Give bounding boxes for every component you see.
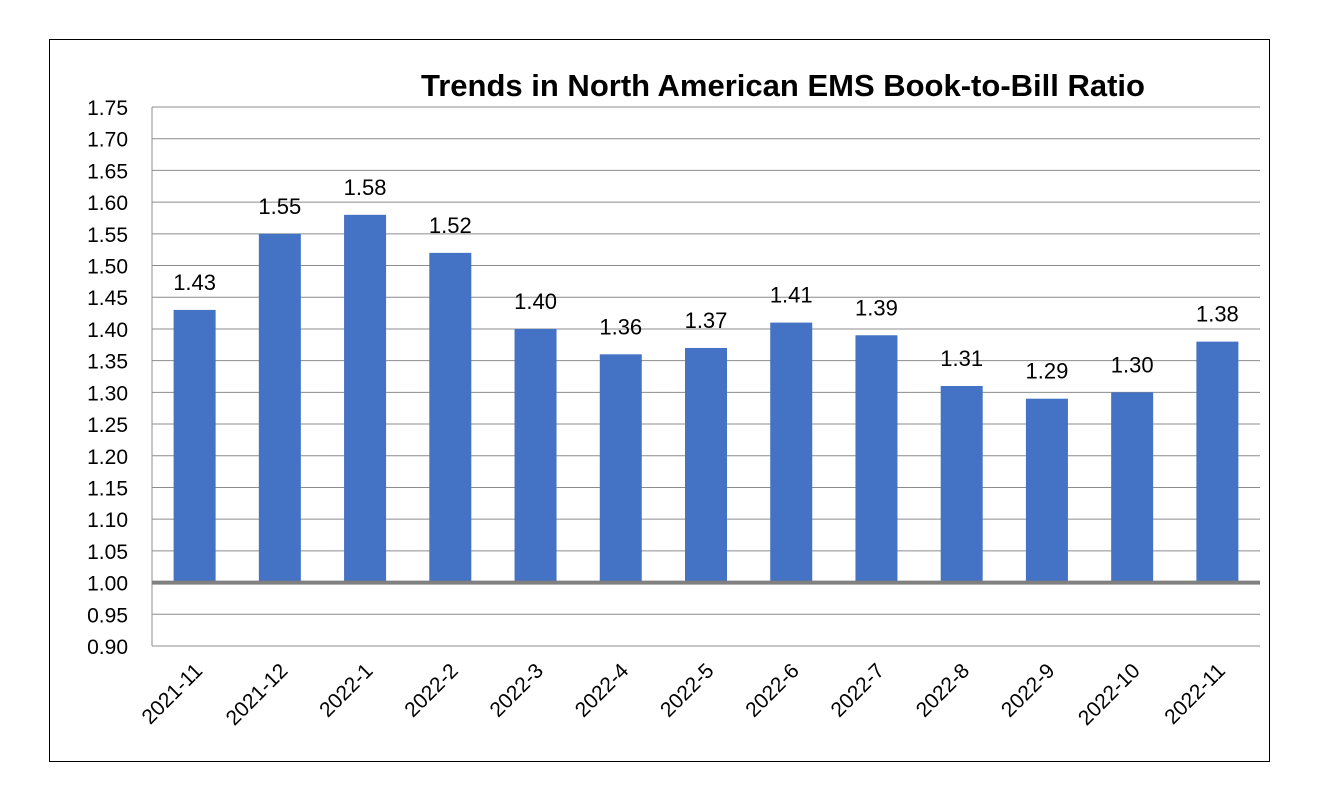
y-tick-label: 1.55 [87, 224, 128, 247]
x-tick-label: 2022-4 [571, 659, 634, 722]
x-tick-label: 2022-7 [826, 659, 889, 722]
bar-2022-3 [514, 328, 557, 583]
x-tick-label: 2022-3 [486, 659, 549, 722]
data-label: 1.30 [1111, 352, 1154, 377]
x-axis-ticks: 2021-11 2021-12 2022-1 2022-2 2022-3 2022-4 20… [137, 659, 1229, 730]
chart-title: Trends in North American EMS Book-to-Bil… [421, 68, 1145, 103]
data-label: 1.36 [599, 314, 642, 339]
data-label: 1.58 [344, 175, 387, 200]
y-tick-label: 1.50 [87, 256, 128, 279]
y-tick-label: 1.35 [87, 351, 128, 374]
bar-2022-7 [855, 335, 898, 583]
x-tick-label: 2022-1 [315, 659, 378, 722]
data-label: 1.29 [1026, 359, 1069, 384]
data-label: 1.39 [855, 295, 898, 320]
bars [173, 214, 1239, 583]
y-tick-label: 0.90 [87, 636, 128, 659]
y-tick-label: 1.40 [87, 319, 128, 342]
x-tick-label: 2022-5 [656, 659, 719, 722]
y-tick-label: 1.65 [87, 160, 128, 183]
bar-2021-11 [173, 309, 216, 583]
data-label: 1.52 [429, 213, 472, 238]
x-tick-label: 2022-8 [912, 659, 975, 722]
x-tick-label: 2022-11 [1160, 659, 1230, 729]
x-tick-label: 2021-12 [222, 659, 293, 730]
y-tick-label: 1.15 [87, 477, 128, 500]
x-tick-label: 2021-11 [137, 659, 207, 729]
x-tick-label: 2022-6 [741, 659, 804, 722]
data-label: 1.41 [770, 283, 813, 308]
bar-2022-1 [344, 214, 387, 583]
y-tick-label: 1.00 [87, 573, 128, 596]
data-label: 1.31 [940, 346, 983, 371]
bar-2022-10 [1111, 392, 1154, 583]
y-tick-label: 1.25 [87, 414, 128, 437]
x-tick-label: 2022-2 [400, 659, 463, 722]
bar-2022-8 [940, 386, 983, 583]
bar-2022-9 [1025, 398, 1068, 583]
data-label: 1.43 [173, 270, 216, 295]
y-tick-label: 1.10 [87, 509, 128, 532]
y-tick-label: 0.95 [87, 604, 128, 627]
bar-2022-6 [770, 322, 813, 583]
x-tick-label: 2022-9 [997, 659, 1060, 722]
data-label: 1.38 [1196, 302, 1239, 327]
bar-2022-2 [429, 252, 472, 583]
x-tick-label: 2022-10 [1074, 659, 1145, 730]
y-tick-label: 1.70 [87, 129, 128, 152]
bar-2022-5 [685, 347, 727, 583]
data-label: 1.55 [258, 194, 301, 219]
y-tick-label: 1.30 [87, 382, 128, 405]
y-tick-label: 1.75 [87, 97, 128, 120]
bar-2022-4 [599, 354, 642, 583]
y-axis-ticks: 1.75 1.70 1.65 1.60 1.55 1.50 1.45 1.40 1.35 1.30… [87, 97, 128, 659]
bar-2021-12 [258, 233, 301, 583]
data-labels: 1.43 1.55 1.58 1.52 1.40 1.36 1.37 1.41 1.39 1.31… [173, 175, 1239, 384]
y-tick-label: 1.20 [87, 446, 128, 469]
bar-2022-11 [1196, 341, 1239, 583]
y-tick-label: 1.05 [87, 541, 128, 564]
y-tick-label: 1.60 [87, 192, 128, 215]
data-label: 1.40 [514, 289, 557, 314]
data-label: 1.37 [685, 308, 728, 333]
y-tick-label: 1.45 [87, 287, 128, 310]
